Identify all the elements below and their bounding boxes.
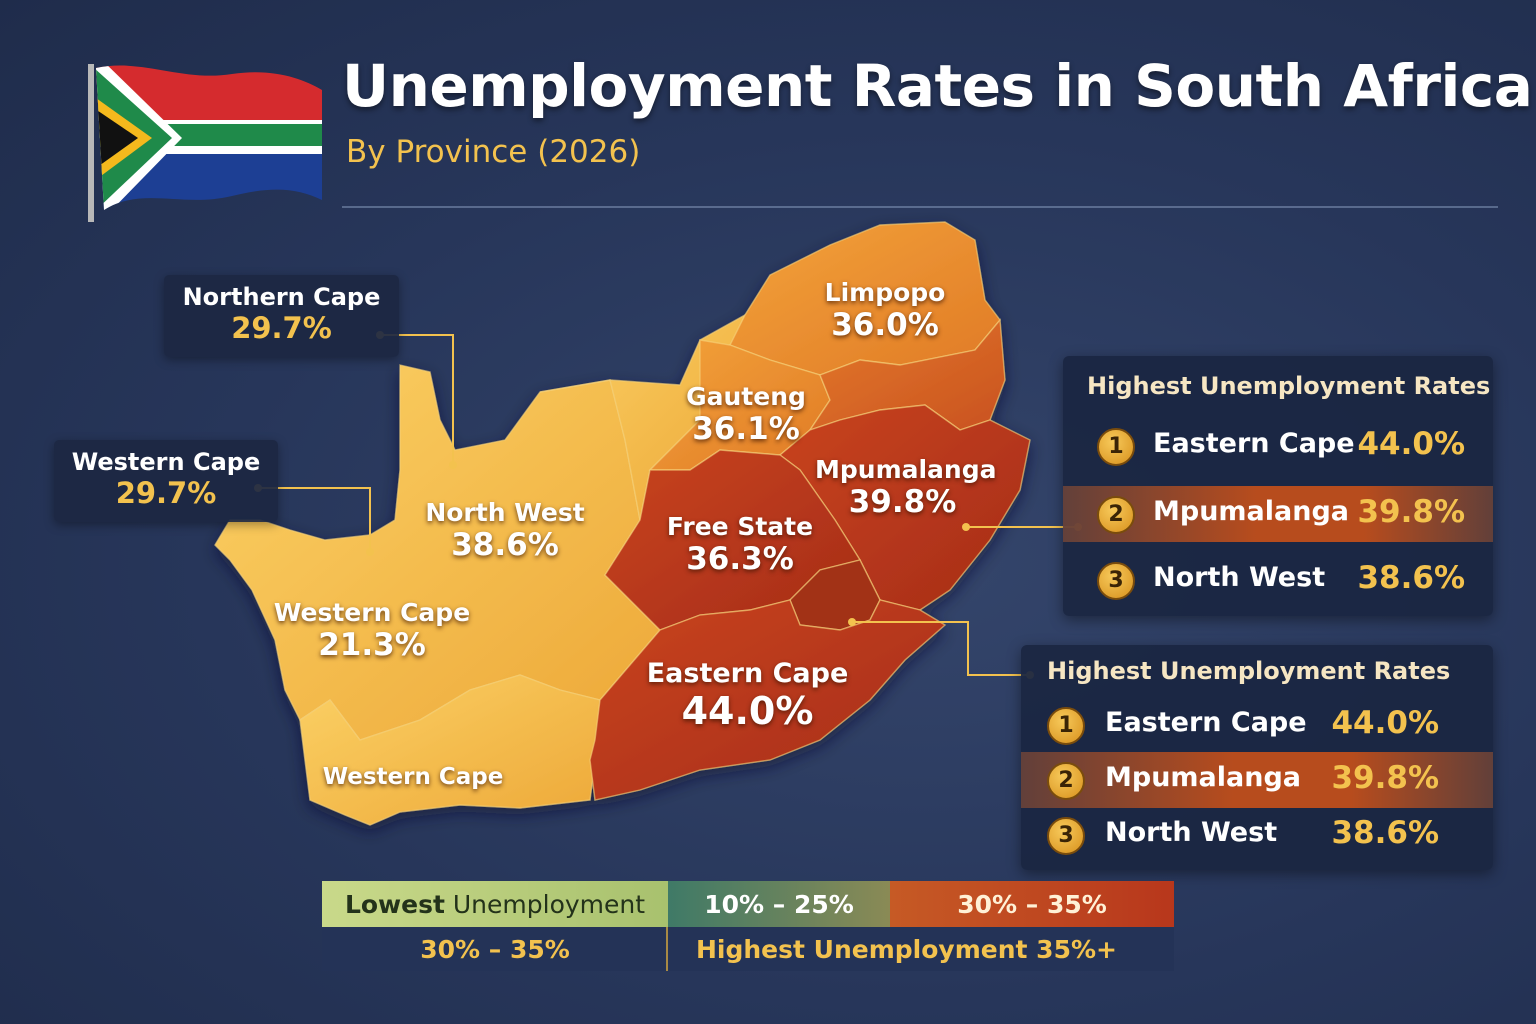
ranking-panel-title: Highest Unemployment Rates	[1047, 657, 1451, 685]
rank-badge: 2	[1097, 496, 1135, 534]
ranking-panel-1: Highest Unemployment Rates 1 Eastern Cap…	[1063, 356, 1493, 616]
ranking-panel-2: Highest Unemployment Rates 1 Eastern Cap…	[1021, 645, 1493, 870]
legend-swatch-lowest	[322, 881, 668, 927]
legend-range-c: 30% – 35%	[420, 935, 570, 964]
legend-highest: Highest Unemployment 35%+	[696, 935, 1117, 964]
legend-range-a: 10% – 25%	[704, 890, 854, 919]
ranking-row: 3 North West 38.6%	[1021, 807, 1493, 863]
ranking-row: 3 North West 38.6%	[1063, 552, 1493, 608]
rank-badge: 3	[1047, 817, 1085, 855]
callout-western-cape: Western Cape 29.7%	[54, 440, 278, 522]
south-africa-flag-icon	[82, 60, 332, 225]
header-divider	[342, 206, 1498, 208]
label-eastern-cape: Eastern Cape 44.0%	[646, 658, 849, 733]
label-free-state: Free State 36.3%	[666, 512, 814, 577]
label-limpopo: Limpopo 36.0%	[824, 278, 946, 343]
label-western-cape-inner: Western Cape 21.3%	[273, 598, 471, 663]
ranking-row: 1 Eastern Cape 44.0%	[1021, 697, 1493, 753]
legend-range-b: 30% – 35%	[957, 890, 1107, 919]
ranking-panel-title: Highest Unemployment Rates	[1087, 372, 1491, 400]
legend: Lowest Unemployment 10% – 25% 30% – 35% …	[322, 881, 1174, 971]
label-mpumalanga: Mpumalanga 39.8%	[815, 455, 997, 520]
page-subtitle: By Province (2026)	[346, 134, 641, 170]
legend-swatch-range-a	[668, 881, 890, 927]
rank-badge: 1	[1047, 707, 1085, 745]
ranking-row: 1 Eastern Cape 44.0%	[1063, 418, 1493, 474]
legend-bottom-bar	[322, 927, 1174, 971]
rank-badge: 3	[1097, 562, 1135, 600]
rank-badge: 2	[1047, 762, 1085, 800]
ranking-row: 2 Mpumalanga 39.8%	[1021, 752, 1493, 808]
page-title: Unemployment Rates in South Africa	[342, 52, 1533, 120]
rank-badge: 1	[1097, 428, 1135, 466]
label-western-cape-south: Western Cape	[322, 764, 504, 790]
legend-divider	[666, 927, 668, 971]
legend-lowest: Lowest Unemployment	[344, 890, 646, 919]
ranking-row: 2 Mpumalanga 39.8%	[1063, 486, 1493, 542]
legend-swatch-range-b	[890, 881, 1174, 927]
label-north-west: North West 38.6%	[425, 498, 585, 563]
callout-northern-cape: Northern Cape 29.7%	[164, 275, 399, 357]
label-gauteng: Gauteng 36.1%	[686, 382, 806, 447]
province-eastern-cape	[589, 599, 947, 801]
